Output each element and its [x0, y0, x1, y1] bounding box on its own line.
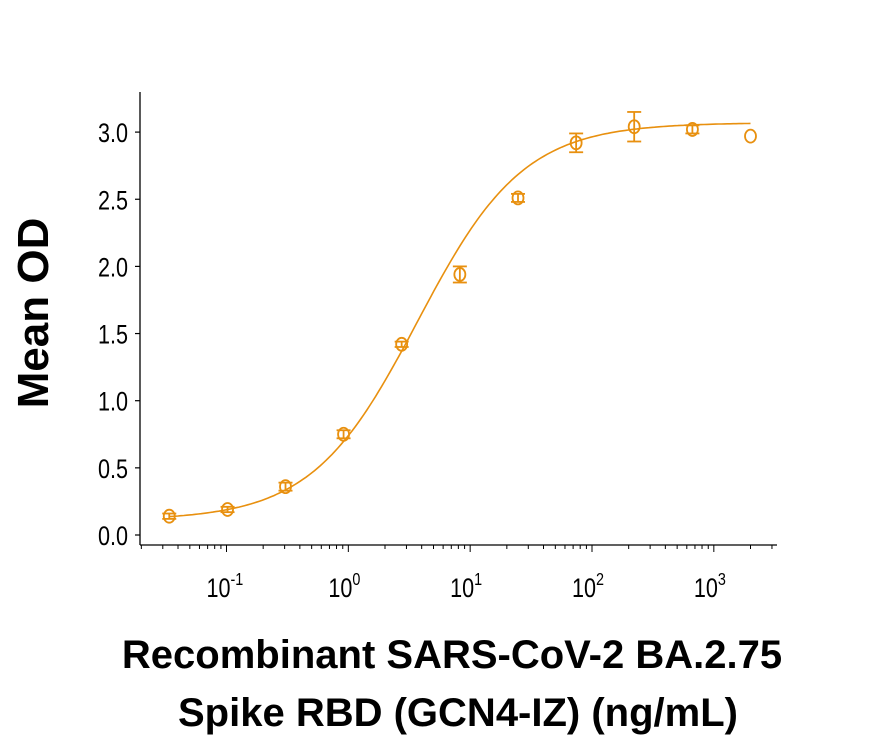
x-tick-exponent: 2: [596, 570, 604, 590]
x-tick-label: 102: [572, 570, 604, 604]
data-point: [221, 502, 234, 517]
x-tick-base: 10: [572, 574, 596, 604]
y-tick-label: 0.0: [98, 522, 128, 552]
data-point: [337, 426, 350, 442]
x-axis-label-line1: Recombinant SARS-CoV-2 BA.2.75: [122, 633, 782, 677]
x-tick-label: 101: [450, 570, 482, 604]
data-point: [511, 190, 525, 206]
x-tick-label: 100: [328, 570, 360, 604]
x-tick-exponent: 1: [474, 570, 482, 590]
fit-curve: [169, 122, 751, 518]
y-tick-label: 0.5: [98, 455, 128, 485]
y-tick-label: 1.0: [98, 388, 128, 418]
data-point: [686, 122, 699, 137]
y-tick-label: 1.5: [98, 320, 128, 350]
x-tick-base: 10: [206, 574, 230, 604]
y-tick-label: 2.0: [98, 253, 128, 283]
data-point: [162, 508, 176, 524]
data-point: [744, 128, 757, 144]
x-tick-exponent: -1: [231, 570, 244, 590]
fit-curve-group: [169, 122, 751, 518]
data-point: [453, 267, 467, 282]
x-tick-base: 10: [450, 574, 474, 604]
y-axis-label: Mean OD: [9, 218, 58, 409]
x-axis-label-line2: Spike RBD (GCN4-IZ) (ng/mL): [178, 691, 738, 735]
data-point: [627, 119, 641, 135]
x-tick-exponent: 3: [718, 570, 726, 590]
data-points: [162, 111, 757, 524]
data-point: [279, 479, 292, 495]
y-tick-label: 3.0: [98, 119, 128, 149]
axes: 0.00.51.01.52.02.53.010-1 100 101 102 103: [98, 92, 777, 604]
data-point: [395, 336, 409, 352]
x-tick-base: 10: [694, 574, 718, 604]
x-tick-label: 103: [694, 570, 726, 604]
x-tick-label: 10-1: [206, 570, 243, 604]
data-point: [569, 135, 583, 151]
x-tick-base: 10: [328, 574, 352, 604]
y-tick-label: 2.5: [98, 186, 128, 216]
x-tick-exponent: 0: [352, 570, 360, 590]
